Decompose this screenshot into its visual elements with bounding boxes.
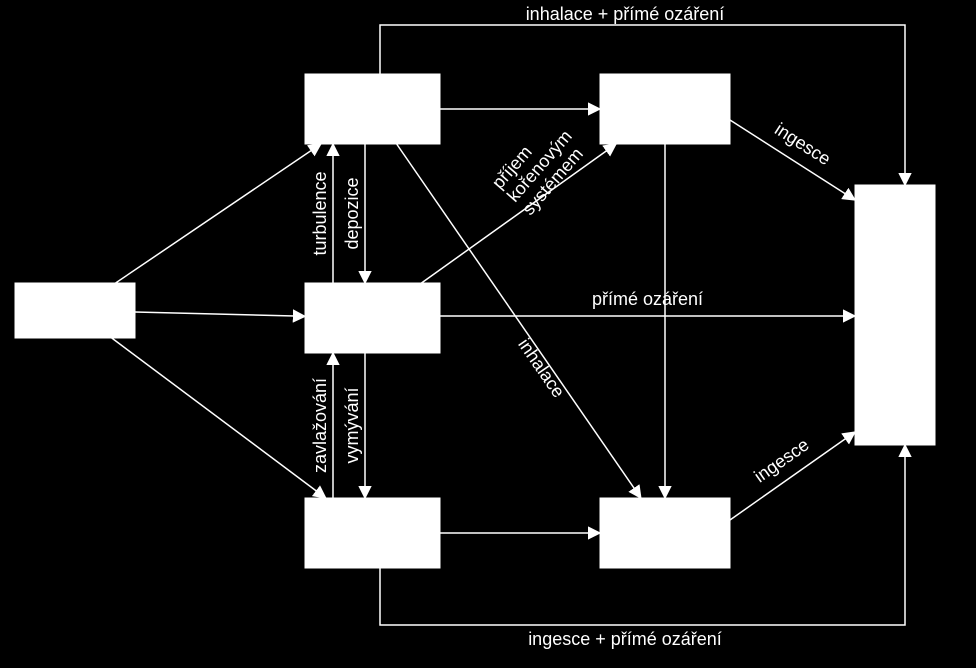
edge-label: ingesce xyxy=(771,119,834,169)
edge-label: zavlažování xyxy=(310,378,330,473)
edge-label: turbulence xyxy=(310,171,330,255)
edge xyxy=(135,312,305,316)
node-animals xyxy=(600,498,730,568)
edge: zavlažování vymývání xyxy=(310,353,365,498)
edge: ingesce xyxy=(730,119,855,200)
edge: příjemkořenovýmsystémem xyxy=(488,113,591,219)
node-soil xyxy=(305,283,440,353)
edge xyxy=(116,144,321,283)
edge xyxy=(112,338,326,498)
node-air xyxy=(305,74,440,144)
edge: turbulence depozice xyxy=(310,144,365,283)
edge-label: přímé ozáření xyxy=(592,289,703,309)
edges-layer: inhalace turbulence depozice zavlažování vym… xyxy=(112,4,905,649)
node-plants xyxy=(600,74,730,144)
flow-diagram: inhalace turbulence depozice zavlažování vym… xyxy=(0,0,976,668)
node-human xyxy=(855,185,935,445)
edge-label-group: příjemkořenovýmsystémem xyxy=(488,113,591,219)
edge: přímé ozáření xyxy=(440,289,855,316)
edge-label: ingesce xyxy=(750,434,812,486)
node-source xyxy=(15,283,135,338)
edge-label: inhalace + přímé ozáření xyxy=(526,4,725,24)
edge-label: ingesce + přímé ozáření xyxy=(528,629,722,649)
edge-label: depozice xyxy=(342,177,362,249)
node-water xyxy=(305,498,440,568)
edge: ingesce xyxy=(730,432,855,520)
edge-label: inhalace xyxy=(514,335,569,402)
edge-label: vymývání xyxy=(342,387,362,463)
